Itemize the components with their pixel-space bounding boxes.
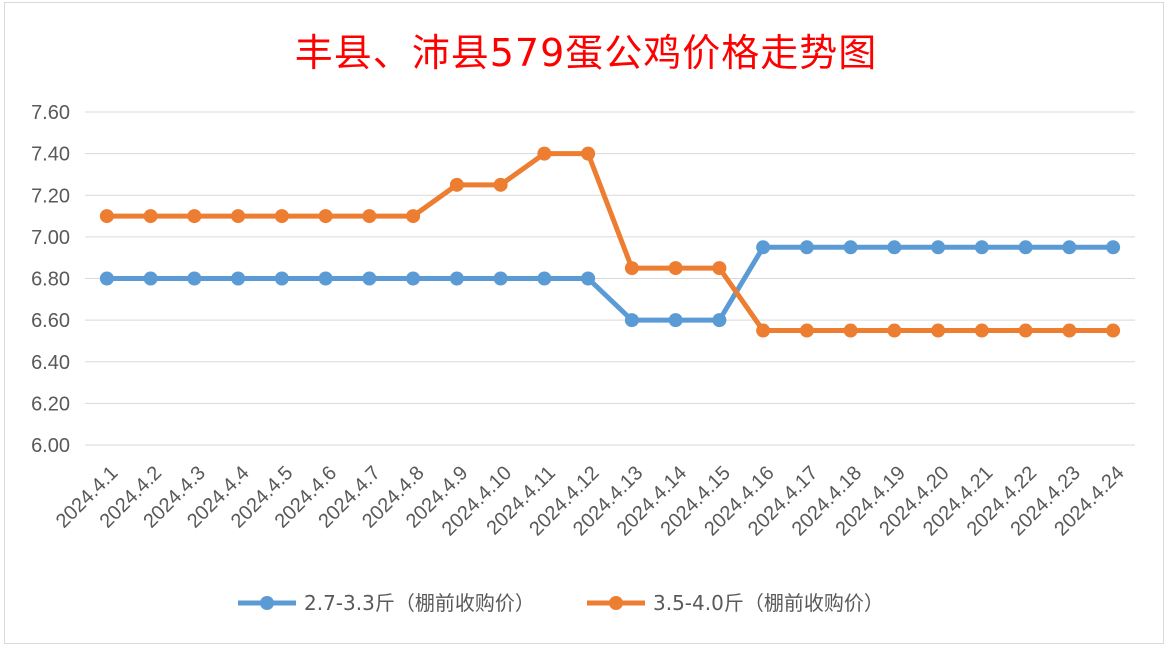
data-point bbox=[1018, 240, 1033, 255]
data-point bbox=[231, 271, 246, 286]
y-axis-tick-labels: 6.00 6.20 6.40 6.60 6.80 7.00 7.20 7.40 7.60 bbox=[31, 102, 70, 457]
data-point bbox=[887, 240, 902, 255]
x-axis-tick-labels: 2024.4.12024.4.22024.4.32024.4.42024.4.5… bbox=[52, 462, 1129, 540]
data-point bbox=[931, 323, 946, 338]
data-point bbox=[756, 240, 771, 255]
legend-label: 2.7-3.3斤（棚前收购价） bbox=[304, 591, 535, 615]
data-point bbox=[1018, 323, 1033, 338]
data-point bbox=[1062, 323, 1077, 338]
data-point bbox=[624, 261, 639, 276]
data-point bbox=[274, 209, 289, 224]
data-point bbox=[931, 240, 946, 255]
data-point bbox=[712, 313, 727, 328]
data-point bbox=[449, 177, 464, 192]
data-point bbox=[799, 323, 814, 338]
data-point bbox=[537, 146, 552, 161]
legend-marker bbox=[260, 596, 274, 610]
y-tick-label: 7.40 bbox=[31, 144, 70, 166]
data-point bbox=[187, 209, 202, 224]
gridlines bbox=[85, 111, 1135, 446]
chart-title: 丰县、沛县579蛋公鸡价格走势图 bbox=[294, 31, 878, 75]
y-tick-label: 6.40 bbox=[31, 352, 70, 374]
data-point bbox=[362, 271, 377, 286]
data-point bbox=[799, 240, 814, 255]
y-tick-label: 6.00 bbox=[31, 435, 70, 457]
legend-item: 3.5-4.0斤（棚前收购价） bbox=[587, 591, 884, 615]
data-point bbox=[756, 323, 771, 338]
data-point bbox=[1106, 240, 1121, 255]
data-point bbox=[143, 271, 158, 286]
chart-frame bbox=[4, 2, 1164, 644]
y-tick-label: 7.00 bbox=[31, 227, 70, 249]
legend-marker bbox=[609, 596, 623, 610]
y-tick-label: 6.20 bbox=[31, 393, 70, 415]
data-point bbox=[318, 209, 333, 224]
data-point bbox=[1106, 323, 1121, 338]
data-point bbox=[231, 209, 246, 224]
series-2 bbox=[99, 146, 1121, 338]
series-line bbox=[104, 151, 1116, 334]
series-1 bbox=[99, 240, 1121, 328]
legend: 2.7-3.3斤（棚前收购价） 3.5-4.0斤（棚前收购价） bbox=[238, 591, 884, 615]
data-point bbox=[99, 209, 114, 224]
data-point bbox=[624, 313, 639, 328]
data-point bbox=[493, 271, 508, 286]
data-point bbox=[843, 323, 858, 338]
data-point bbox=[449, 271, 464, 286]
data-point bbox=[406, 271, 421, 286]
legend-item: 2.7-3.3斤（棚前收购价） bbox=[238, 591, 535, 615]
data-point bbox=[581, 271, 596, 286]
data-point bbox=[187, 271, 202, 286]
data-point bbox=[668, 313, 683, 328]
data-point bbox=[668, 261, 683, 276]
data-point bbox=[974, 323, 989, 338]
y-tick-label: 7.60 bbox=[31, 102, 70, 124]
data-point bbox=[274, 271, 289, 286]
data-point bbox=[1062, 240, 1077, 255]
data-point bbox=[974, 240, 989, 255]
data-point bbox=[362, 209, 377, 224]
legend-label: 3.5-4.0斤（棚前收购价） bbox=[653, 591, 884, 615]
data-point bbox=[493, 177, 508, 192]
data-point bbox=[843, 240, 858, 255]
data-point bbox=[537, 271, 552, 286]
data-series bbox=[99, 146, 1121, 338]
data-point bbox=[712, 261, 727, 276]
data-point bbox=[581, 146, 596, 161]
y-tick-label: 7.20 bbox=[31, 185, 70, 207]
data-point bbox=[318, 271, 333, 286]
series-line bbox=[104, 244, 1116, 323]
data-point bbox=[406, 209, 421, 224]
data-point bbox=[887, 323, 902, 338]
y-tick-label: 6.60 bbox=[31, 310, 70, 332]
data-point bbox=[143, 209, 158, 224]
y-tick-label: 6.80 bbox=[31, 269, 70, 291]
data-point bbox=[99, 271, 114, 286]
